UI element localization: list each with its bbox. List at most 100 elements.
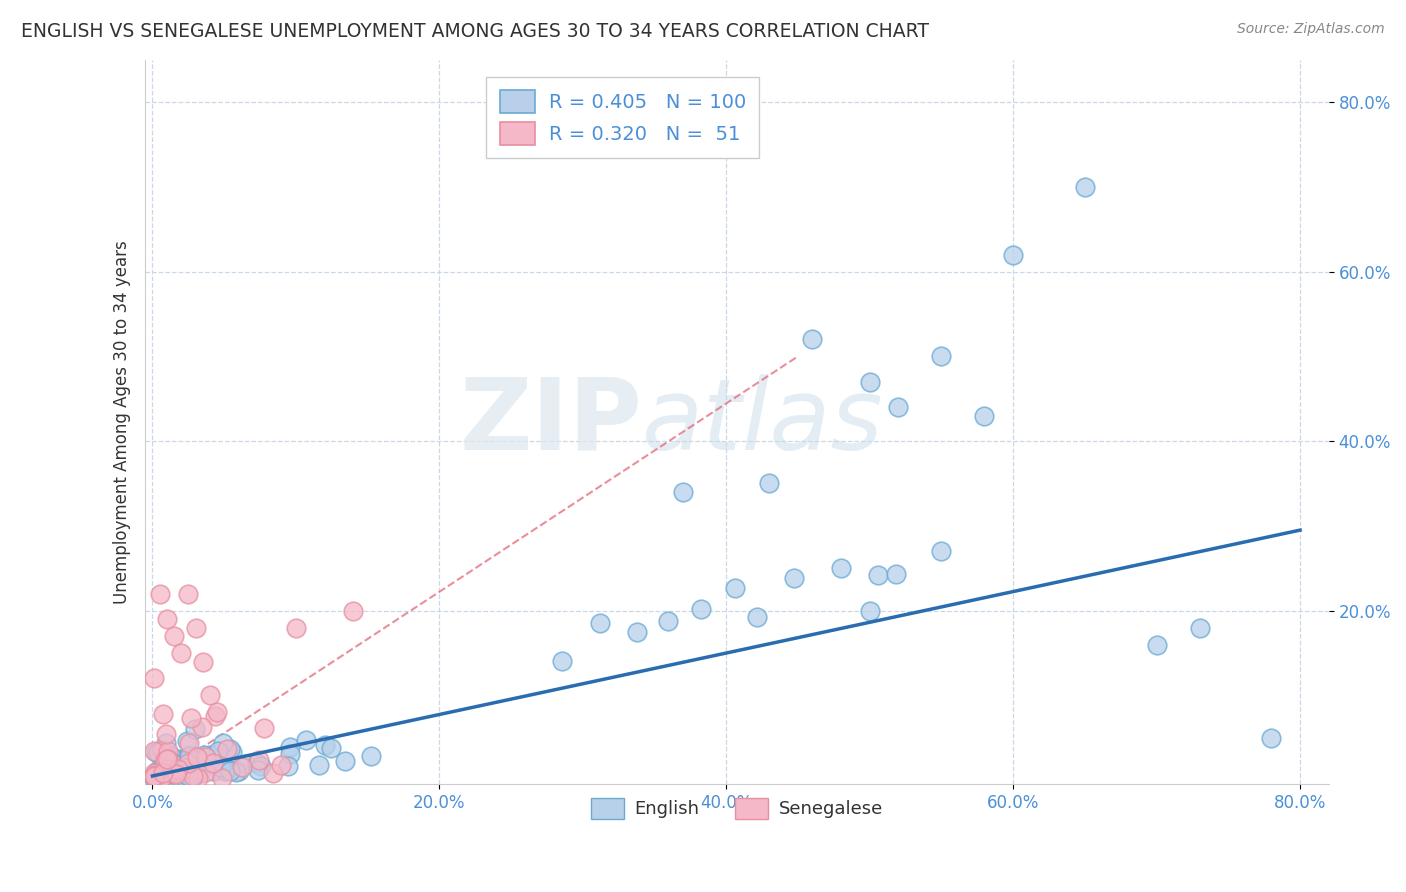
Point [205,760,228,774]
Point [142,672,165,686]
Point [1002,247,1025,261]
Text: ZIP: ZIP [460,374,643,470]
Point [142,769,165,783]
Text: ENGLISH VS SENEGALESE UNEMPLOYMENT AMONG AGES 30 TO 34 YEARS CORRELATION CHART: ENGLISH VS SENEGALESE UNEMPLOYMENT AMONG… [21,22,929,41]
Point [187,767,209,781]
Point [1260,731,1282,745]
Point [249,759,271,773]
Point [179,735,201,749]
Point [830,561,852,575]
Point [172,766,194,780]
Point [859,604,882,618]
Point [931,349,953,363]
Point [690,602,713,616]
Point [180,711,202,725]
Point [263,766,285,780]
Point [724,581,747,595]
Point [212,736,235,750]
Point [167,762,190,776]
Point [173,770,195,784]
Point [221,745,243,759]
Point [181,763,204,777]
Point [167,753,190,767]
Point [156,612,179,626]
Point [225,764,247,779]
Point [205,706,228,720]
Point [160,757,183,772]
Point [153,753,176,767]
Point [150,771,173,785]
Point [177,768,200,782]
Point [156,756,179,770]
Point [165,766,187,780]
Point [215,762,238,776]
Point [887,400,910,414]
Point [167,764,190,778]
Point [153,753,176,767]
Point [142,769,165,783]
Point [1146,638,1168,652]
Point [211,771,233,785]
Point [143,768,166,782]
Point [186,750,208,764]
Point [142,766,165,780]
Point [156,762,179,776]
Point [149,587,172,601]
Point [626,624,648,639]
Point [187,772,209,786]
Point [360,749,382,764]
Point [177,769,200,783]
Point [184,621,207,635]
Point [589,616,612,631]
Point [209,760,232,774]
Text: Source: ZipAtlas.com: Source: ZipAtlas.com [1237,22,1385,37]
Point [176,770,198,784]
Point [157,752,180,766]
Point [884,566,907,581]
Point [284,621,307,635]
Point [183,769,205,783]
Point [163,761,186,775]
Point [163,629,186,643]
Point [801,332,824,346]
Point [190,756,212,771]
Point [142,771,165,785]
Point [174,761,197,775]
Point [270,757,292,772]
Point [194,760,217,774]
Point [145,745,167,759]
Point [172,759,194,773]
Point [169,751,191,765]
Point [551,654,574,668]
Point [859,375,882,389]
Point [143,770,166,784]
Point [314,738,336,752]
Point [235,757,257,772]
Point [177,756,200,770]
Point [747,610,769,624]
Point [228,764,250,778]
Point [184,766,207,780]
Point [177,758,200,772]
Point [184,723,207,737]
Point [973,409,995,423]
Point [163,765,186,780]
Point [295,733,318,747]
Point [198,689,221,703]
Point [207,758,229,772]
Y-axis label: Unemployment Among Ages 30 to 34 years: Unemployment Among Ages 30 to 34 years [114,240,131,604]
Point [342,604,364,618]
Point [184,764,207,778]
Point [149,772,172,787]
Point [152,766,174,780]
Point [181,749,204,764]
Point [333,754,356,768]
Point [167,757,190,772]
Point [146,765,169,780]
Point [190,720,212,734]
Point [163,765,186,780]
Point [170,646,193,660]
Point [191,655,214,669]
Point [202,764,225,779]
Point [179,770,201,784]
